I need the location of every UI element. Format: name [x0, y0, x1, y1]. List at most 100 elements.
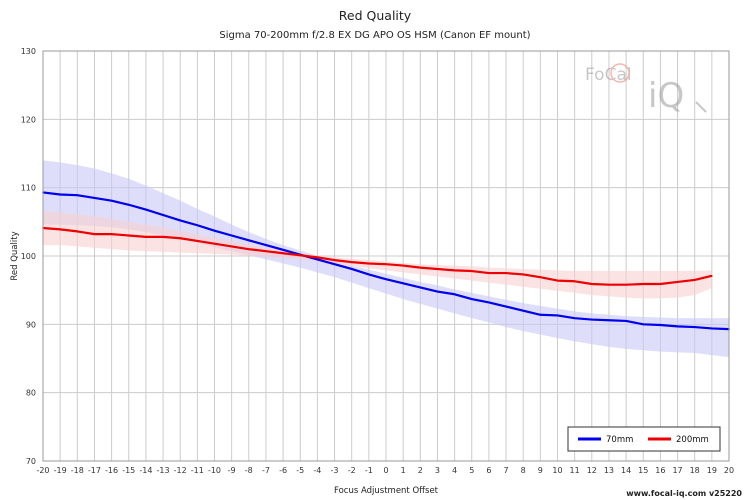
data-point-70mm [436, 290, 439, 293]
data-point-200mm [145, 236, 147, 238]
data-point-70mm [179, 219, 181, 222]
error-band-70mm [43, 160, 729, 358]
x-tick-label: 4 [452, 466, 457, 475]
data-point-200mm [556, 279, 559, 282]
data-point-70mm [522, 309, 524, 312]
y-tick-label: 100 [21, 252, 36, 261]
error-band-200mm [43, 210, 712, 299]
data-point-70mm [196, 224, 199, 227]
chart-title: Red Quality [339, 8, 412, 23]
data-point-70mm [316, 258, 319, 261]
data-point-70mm [145, 208, 147, 211]
data-point-200mm [573, 280, 576, 283]
data-point-200mm [711, 275, 713, 277]
data-point-200mm [368, 262, 370, 265]
data-point-70mm [265, 244, 267, 246]
data-point-200mm [350, 261, 353, 263]
data-point-200mm [110, 233, 113, 235]
data-point-200mm [505, 272, 507, 274]
y-tick-label: 80 [26, 389, 36, 398]
data-point-70mm [213, 229, 216, 232]
data-point-200mm [179, 237, 181, 240]
x-tick-label: -5 [296, 466, 304, 475]
x-tick-label: -13 [157, 466, 170, 475]
data-point-70mm [625, 320, 627, 322]
data-point-70mm [385, 278, 387, 281]
data-point-200mm [608, 283, 610, 286]
data-point-200mm [453, 269, 456, 272]
x-tick-label: -9 [228, 466, 236, 475]
data-point-70mm [402, 282, 404, 285]
logo-target-icon [610, 63, 630, 83]
data-point-200mm [333, 259, 336, 261]
x-tick-label: 18 [690, 466, 700, 475]
x-tick-label: -7 [262, 466, 270, 475]
data-point-200mm [693, 279, 696, 281]
x-tick-label: 8 [521, 466, 526, 475]
data-point-200mm [230, 245, 233, 248]
data-point-70mm [470, 298, 473, 300]
data-point-70mm [642, 323, 645, 326]
data-point-70mm [76, 194, 79, 196]
data-point-200mm [248, 248, 250, 250]
x-tick-label: 7 [504, 466, 509, 475]
x-tick-label: 14 [621, 466, 631, 475]
data-point-200mm [591, 283, 593, 285]
data-point-200mm [659, 283, 662, 285]
data-point-70mm [162, 214, 164, 216]
x-tick-label: 20 [724, 466, 734, 475]
grid [42, 50, 730, 462]
data-point-200mm [265, 250, 267, 253]
x-tick-label: 10 [552, 466, 562, 475]
data-point-70mm [282, 249, 284, 251]
data-point-70mm [488, 301, 490, 304]
data-point-70mm [248, 239, 250, 242]
data-point-200mm [316, 256, 319, 259]
data-point-200mm [127, 234, 130, 237]
y-tick-label: 70 [26, 457, 36, 466]
legend: 70mm 200mm [567, 426, 721, 452]
legend-label-200mm: 200mm [676, 435, 709, 445]
x-tick-label: 11 [570, 466, 580, 475]
data-point-200mm [385, 263, 387, 266]
data-point-200mm [213, 242, 216, 245]
x-tick-label: -1 [365, 466, 373, 475]
x-tick-label: 1 [401, 466, 406, 475]
x-tick-label: -16 [105, 466, 118, 475]
x-tick-label: 13 [604, 466, 614, 475]
x-tick-label: 19 [707, 466, 717, 475]
data-point-70mm [659, 324, 662, 326]
data-point-70mm [350, 268, 353, 270]
x-tick-label: 12 [587, 466, 597, 475]
data-point-200mm [522, 273, 524, 276]
data-point-200mm [299, 254, 302, 257]
x-tick-label: -19 [54, 466, 67, 475]
x-tick-label: -3 [331, 466, 339, 475]
data-point-70mm [419, 286, 422, 289]
focal-iq-logo: FoCal iQ [585, 63, 707, 116]
y-tick-label: 110 [21, 184, 36, 193]
x-tick-label: -8 [245, 466, 253, 475]
logo-text-focal: FoCal [585, 65, 632, 85]
data-point-70mm [333, 263, 336, 266]
footer-url: www.focal-iq.com v25220 [626, 489, 742, 498]
data-point-70mm [505, 305, 507, 308]
x-axis-title: Focus Adjustment Offset [334, 486, 439, 496]
data-point-200mm [539, 276, 542, 278]
x-tick-label: -14 [139, 466, 152, 475]
x-tick-label: 17 [672, 466, 682, 475]
data-point-70mm [676, 325, 679, 328]
x-tick-label: -18 [71, 466, 84, 475]
data-point-200mm [419, 266, 422, 269]
data-point-200mm [59, 228, 61, 231]
x-tick-label: 5 [469, 466, 474, 475]
x-tick-label: -6 [279, 466, 287, 475]
data-point-70mm [453, 293, 456, 296]
y-tick-label: 120 [21, 115, 36, 124]
data-point-70mm [693, 326, 696, 328]
x-tick-label: 2 [418, 466, 423, 475]
data-point-70mm [127, 203, 130, 206]
plot-border [42, 50, 730, 462]
